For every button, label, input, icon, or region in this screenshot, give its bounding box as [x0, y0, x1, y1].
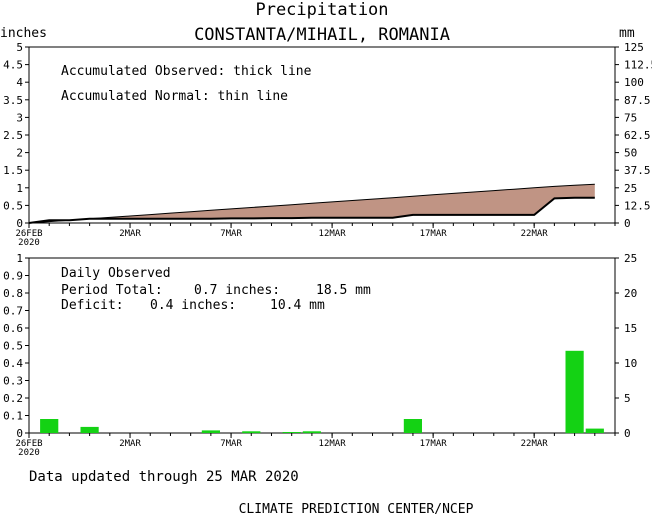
- daily-y-tick-label-inches: 0.5: [3, 340, 23, 353]
- daily-y-tick-label-mm: 5: [624, 392, 631, 405]
- accumulated-panel: Accumulated Observed: thick line Accumul…: [3, 41, 652, 248]
- accum-y-tick-label-inches: 2.5: [3, 129, 23, 142]
- daily-bar: [80, 426, 99, 433]
- accum-y-tick-label-inches: 5: [16, 41, 23, 54]
- daily-x-tick-label: 2MAR: [119, 439, 141, 449]
- daily-y-tick-label-inches: 1: [16, 252, 23, 265]
- data-updated-note: Data updated through 25 MAR 2020: [29, 469, 299, 485]
- daily-y-tick-label-inches: 0.3: [3, 375, 23, 388]
- daily-y-tick-label-inches: 0.9: [3, 270, 23, 283]
- daily-y-tick-label-mm: 10: [624, 357, 637, 370]
- daily-bar: [282, 432, 301, 433]
- accum-x-tick-label: 26FEB: [15, 229, 42, 239]
- daily-heading: Daily Observed: [61, 266, 171, 281]
- daily-y-tick-label-mm: 15: [624, 322, 637, 335]
- unit-left-label: inches: [0, 26, 47, 41]
- period-total-label: Period Total:: [61, 283, 163, 298]
- legend-observed: Accumulated Observed: thick line: [61, 64, 312, 79]
- daily-bar: [565, 350, 584, 434]
- credit-line: CLIMATE PREDICTION CENTER/NCEP: [239, 502, 474, 517]
- accum-y-tick-label-mm: 75: [624, 111, 637, 124]
- daily-y-tick-label-inches: 0.2: [3, 392, 23, 405]
- deficit-inches: 0.4 inches:: [150, 298, 236, 313]
- station-name: CONSTANTA/MIHAIL, ROMANIA: [194, 25, 450, 45]
- daily-y-tick-label-mm: 25: [624, 252, 637, 265]
- accum-y-tick-label-inches: 4: [16, 76, 23, 89]
- accum-y-tick-label-mm: 37.5: [624, 164, 651, 177]
- accum-y-tick-label-inches: 1: [16, 182, 23, 195]
- daily-bar: [585, 428, 604, 433]
- unit-right-label: mm: [619, 26, 635, 41]
- daily-bar: [242, 431, 261, 434]
- daily-x-tick-label: 17MAR: [420, 439, 448, 449]
- accum-y-tick-label-mm: 87.5: [624, 94, 651, 107]
- daily-x-tick-label: 12MAR: [319, 439, 347, 449]
- accum-x-tick-label: 7MAR: [220, 229, 242, 239]
- accum-x-tick-label: 22MAR: [521, 229, 549, 239]
- accum-x-tick-label: 17MAR: [420, 229, 448, 239]
- daily-y-tick-label-inches: 0.1: [3, 410, 23, 423]
- daily-y-tick-label-mm: 20: [624, 287, 637, 300]
- daily-bar: [40, 419, 59, 433]
- daily-x-tick-label: 7MAR: [220, 439, 242, 449]
- accum-y-tick-label-mm: 62.5: [624, 129, 651, 142]
- accum-x-tick-label: 12MAR: [319, 229, 347, 239]
- daily-bar: [403, 419, 422, 433]
- chart-title: Precipitation: [255, 0, 388, 20]
- accum-y-tick-label-inches: 4.5: [3, 59, 23, 72]
- accum-y-tick-label-inches: 0.5: [3, 199, 23, 212]
- accum-y-tick-label-inches: 2: [16, 147, 23, 160]
- normal-line: [28, 183, 595, 224]
- accum-y-tick-label-inches: 0: [16, 217, 23, 230]
- period-total-inches: 0.7 inches:: [194, 283, 280, 298]
- daily-y-tick-label-inches: 0.8: [3, 287, 23, 300]
- daily-y-tick-label-inches: 0.4: [3, 357, 23, 370]
- accum-y-tick-label-mm: 100: [624, 76, 644, 89]
- daily-bar: [201, 430, 220, 433]
- daily-y-tick-label-mm: 0: [624, 427, 631, 440]
- deficit-label: Deficit:: [61, 298, 124, 313]
- daily-x-tick-label: 22MAR: [521, 439, 549, 449]
- daily-panel: Daily Observed Period Total: 0.7 inches:…: [3, 252, 637, 458]
- accum-y-tick-label-mm: 0: [624, 217, 631, 230]
- accum-y-tick-label-inches: 1.5: [3, 164, 23, 177]
- accum-y-tick-label-mm: 50: [624, 147, 637, 160]
- daily-y-tick-label-inches: 0.7: [3, 305, 23, 318]
- accum-y-tick-label-mm: 25: [624, 182, 637, 195]
- period-total-mm: 18.5 mm: [316, 283, 371, 298]
- accum-y-tick-label-inches: 3: [16, 111, 23, 124]
- accum-x-tick-label: 2MAR: [119, 229, 141, 239]
- accum-y-tick-label-mm: 112.5: [624, 59, 652, 72]
- daily-y-tick-label-inches: 0.6: [3, 322, 23, 335]
- daily-x-tick-label: 26FEB: [15, 439, 42, 449]
- daily-bar: [302, 431, 321, 434]
- accum-x-tick-year: 2020: [18, 238, 40, 248]
- accum-y-tick-label-mm: 125: [624, 41, 644, 54]
- deficit-mm: 10.4 mm: [270, 298, 325, 313]
- legend-normal: Accumulated Normal: thin line: [61, 89, 288, 104]
- accum-y-tick-label-mm: 12.5: [624, 199, 651, 212]
- daily-x-tick-year: 2020: [18, 448, 40, 458]
- accum-y-tick-label-inches: 3.5: [3, 94, 23, 107]
- observed-line: [28, 196, 595, 224]
- daily-y-tick-label-inches: 0: [16, 427, 23, 440]
